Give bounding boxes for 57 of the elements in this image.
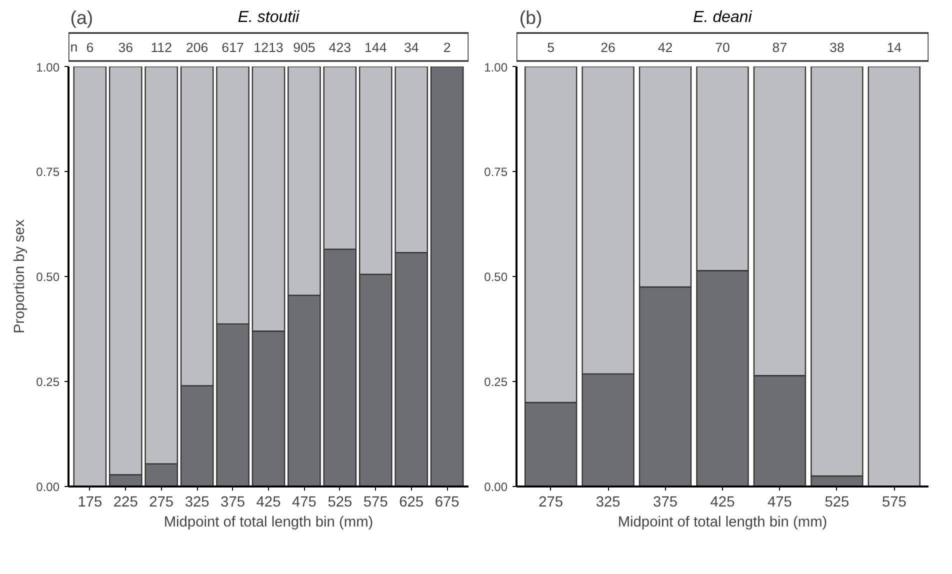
text: 38 (830, 40, 844, 55)
x-tick-label: 475 (767, 494, 792, 510)
bar (73, 66, 107, 486)
x-tick-label: 275 (149, 494, 174, 510)
text: 2 (443, 40, 451, 55)
text: (b) (519, 7, 542, 28)
bar (868, 66, 921, 486)
text: 206 (186, 40, 208, 55)
text: 1213 (254, 40, 284, 55)
y-tick-label: 1.00 (484, 60, 508, 74)
y-tick-label: 0.25 (484, 375, 508, 389)
text: 617 (222, 40, 244, 55)
text: 34 (404, 40, 420, 55)
text: 87 (772, 40, 788, 55)
text: 5 (547, 40, 555, 55)
y-axis-title: Proportion by sex (12, 218, 28, 334)
y-tick-label: 0.25 (36, 375, 60, 389)
y-tick-label: 0.50 (36, 270, 60, 284)
x-tick-label: 525 (824, 494, 850, 510)
x-tick-label: 425 (256, 494, 281, 510)
x-tick-label: 275 (538, 494, 564, 510)
y-tick-label: 0.00 (484, 480, 508, 494)
x-tick-label: 675 (434, 494, 460, 510)
text: 14 (886, 40, 902, 55)
y-tick-label: 0.75 (484, 165, 508, 179)
text: 112 (150, 40, 172, 55)
y-tick-label: 1.00 (36, 60, 60, 74)
text: n (70, 40, 78, 54)
text: 26 (600, 40, 616, 55)
x-tick-label: 525 (328, 494, 352, 510)
text: 6 (86, 40, 94, 55)
text: 905 (293, 40, 316, 55)
text: 423 (328, 40, 352, 55)
x-tick-label: 375 (653, 494, 678, 510)
x-tick-label: 425 (710, 494, 735, 510)
x-tick-label: 575 (363, 494, 388, 510)
text: (a) (70, 7, 94, 28)
chart-title: E. deani (693, 9, 752, 26)
x-tick-label: 325 (184, 494, 210, 510)
x-tick-label: 325 (596, 494, 620, 510)
text: 70 (715, 40, 730, 55)
x-axis-title: Midpoint of total length bin (mm) (164, 514, 374, 530)
x-tick-label: 625 (399, 494, 424, 510)
chart-title: E. stoutii (238, 9, 300, 26)
x-axis-title: Midpoint of total length bin (mm) (618, 514, 828, 530)
x-tick-label: 475 (292, 494, 316, 510)
bar (430, 66, 464, 486)
text: 42 (658, 40, 673, 55)
x-tick-label: 375 (220, 494, 246, 510)
text: 144 (364, 40, 388, 55)
y-tick-label: 0.75 (36, 165, 60, 179)
text: 36 (118, 40, 134, 55)
x-tick-label: 175 (78, 494, 102, 510)
y-tick-label: 0.00 (36, 480, 60, 494)
x-tick-label: 225 (113, 494, 138, 510)
y-tick-label: 0.50 (484, 270, 508, 284)
x-tick-label: 575 (882, 494, 906, 510)
